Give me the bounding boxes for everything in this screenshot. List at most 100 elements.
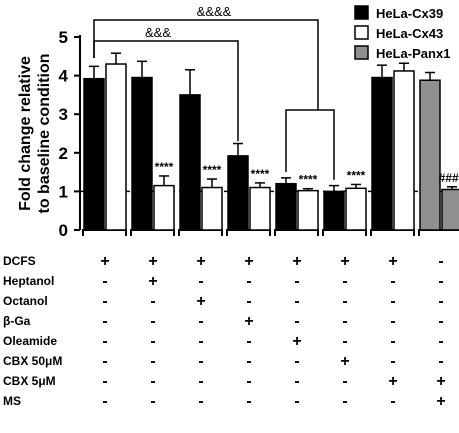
treatment-value: - bbox=[150, 353, 155, 370]
bracket-outer-label: &&&& bbox=[197, 4, 232, 19]
bar-hela-panx1 bbox=[419, 79, 441, 231]
treatment-value: - bbox=[390, 313, 395, 330]
legend-swatch bbox=[354, 5, 369, 20]
significance-label: #### bbox=[439, 171, 459, 185]
treatment-value: - bbox=[246, 393, 251, 410]
y-axis-label: Fold change relative to baseline conditio… bbox=[17, 53, 53, 213]
legend-swatch bbox=[354, 25, 369, 40]
treatment-value: - bbox=[294, 373, 299, 390]
treatment-value: - bbox=[438, 293, 443, 310]
treatment-value: - bbox=[246, 353, 251, 370]
treatment-label: β-Ga bbox=[3, 314, 31, 328]
treatment-value: + bbox=[148, 273, 157, 290]
treatment-value: - bbox=[246, 293, 251, 310]
legend-label: HeLa-Panx1 bbox=[376, 46, 450, 61]
treatment-value: - bbox=[342, 293, 347, 310]
treatment-value: + bbox=[244, 313, 253, 330]
treatment-value: + bbox=[436, 393, 445, 410]
treatment-value: - bbox=[150, 333, 155, 350]
bar-hela-cx43 bbox=[153, 184, 175, 231]
treatment-value: - bbox=[102, 393, 107, 410]
treatment-value: + bbox=[100, 253, 109, 270]
treatment-label: Heptanol bbox=[3, 274, 54, 288]
treatment-table: DCFS + + + + + + + - Heptanol - + - - - - - - Octanol - - + - -… bbox=[3, 253, 446, 410]
treatment-value: - bbox=[198, 393, 203, 410]
treatment-value: - bbox=[150, 293, 155, 310]
y-tick-label: 5 bbox=[59, 28, 68, 47]
treatment-value: - bbox=[294, 353, 299, 370]
significance-brackets: &&&&&&& bbox=[93, 4, 335, 180]
treatment-label: CBX 50μM bbox=[3, 354, 62, 368]
bar-hela-cx39 bbox=[83, 77, 105, 231]
bracket-outer bbox=[93, 19, 319, 110]
treatment-value: - bbox=[150, 373, 155, 390]
treatment-label: MS bbox=[3, 394, 21, 408]
treatment-label: Octanol bbox=[3, 294, 48, 308]
treatment-value: - bbox=[102, 373, 107, 390]
y-tick-label: 4 bbox=[59, 67, 69, 86]
bracket-inner bbox=[93, 40, 239, 142]
treatment-value: + bbox=[148, 253, 157, 270]
bar-hela-cx39 bbox=[227, 155, 249, 231]
treatment-value: - bbox=[102, 273, 107, 290]
treatment-value: - bbox=[198, 373, 203, 390]
bar-hela-cx39 bbox=[179, 94, 201, 231]
treatment-value: - bbox=[198, 333, 203, 350]
significance-label: **** bbox=[347, 168, 366, 182]
bar-hela-cx43 bbox=[201, 186, 223, 231]
treatment-value: + bbox=[292, 253, 301, 270]
bar-hela-panx1 bbox=[441, 188, 459, 231]
treatment-value: + bbox=[388, 253, 397, 270]
treatment-value: - bbox=[438, 313, 443, 330]
treatment-label: DCFS bbox=[3, 254, 36, 268]
treatment-value: - bbox=[390, 273, 395, 290]
treatment-value: + bbox=[340, 253, 349, 270]
treatment-value: - bbox=[294, 393, 299, 410]
treatment-value: - bbox=[342, 313, 347, 330]
treatment-label: Oleamide bbox=[3, 334, 57, 348]
treatment-value: + bbox=[196, 293, 205, 310]
treatment-value: - bbox=[342, 333, 347, 350]
treatment-value: - bbox=[390, 393, 395, 410]
treatment-value: - bbox=[390, 293, 395, 310]
treatment-value: - bbox=[294, 313, 299, 330]
treatment-value: + bbox=[436, 373, 445, 390]
legend: HeLa-Cx39 HeLa-Cx43 HeLa-Panx1 bbox=[354, 5, 450, 61]
y-tick-label: 2 bbox=[59, 144, 68, 163]
bar-hela-cx39 bbox=[131, 76, 153, 231]
treatment-label: CBX 5μM bbox=[3, 374, 56, 388]
treatment-value: + bbox=[340, 353, 349, 370]
treatment-value: - bbox=[438, 333, 443, 350]
bar-hela-cx43 bbox=[249, 186, 271, 231]
treatment-value: - bbox=[438, 353, 443, 370]
y-tick-label: 0 bbox=[59, 221, 68, 240]
treatment-value: - bbox=[150, 313, 155, 330]
treatment-value: - bbox=[198, 353, 203, 370]
significance-label: **** bbox=[251, 167, 270, 181]
treatment-value: - bbox=[294, 273, 299, 290]
treatment-value: - bbox=[102, 313, 107, 330]
treatment-value: + bbox=[196, 253, 205, 270]
treatment-value: - bbox=[390, 353, 395, 370]
treatment-value: - bbox=[150, 393, 155, 410]
bar-hela-cx43 bbox=[393, 70, 415, 231]
bar-hela-cx43 bbox=[297, 189, 319, 231]
treatment-value: - bbox=[246, 273, 251, 290]
bar-hela-cx39 bbox=[275, 182, 297, 231]
bar-hela-cx43 bbox=[105, 63, 127, 231]
significance-label: **** bbox=[203, 163, 222, 177]
treatment-value: - bbox=[246, 333, 251, 350]
treatment-value: - bbox=[246, 373, 251, 390]
y-tick-label: 1 bbox=[59, 182, 68, 201]
legend-swatch bbox=[354, 45, 369, 60]
treatment-value: - bbox=[390, 333, 395, 350]
treatment-value: - bbox=[102, 353, 107, 370]
treatment-value: - bbox=[342, 273, 347, 290]
treatment-value: + bbox=[244, 253, 253, 270]
treatment-value: + bbox=[388, 373, 397, 390]
legend-label: HeLa-Cx43 bbox=[376, 26, 443, 41]
bars: **** **** **** **** **** #### bbox=[83, 52, 459, 231]
bar-hela-cx43 bbox=[345, 187, 367, 231]
treatment-value: - bbox=[438, 273, 443, 290]
